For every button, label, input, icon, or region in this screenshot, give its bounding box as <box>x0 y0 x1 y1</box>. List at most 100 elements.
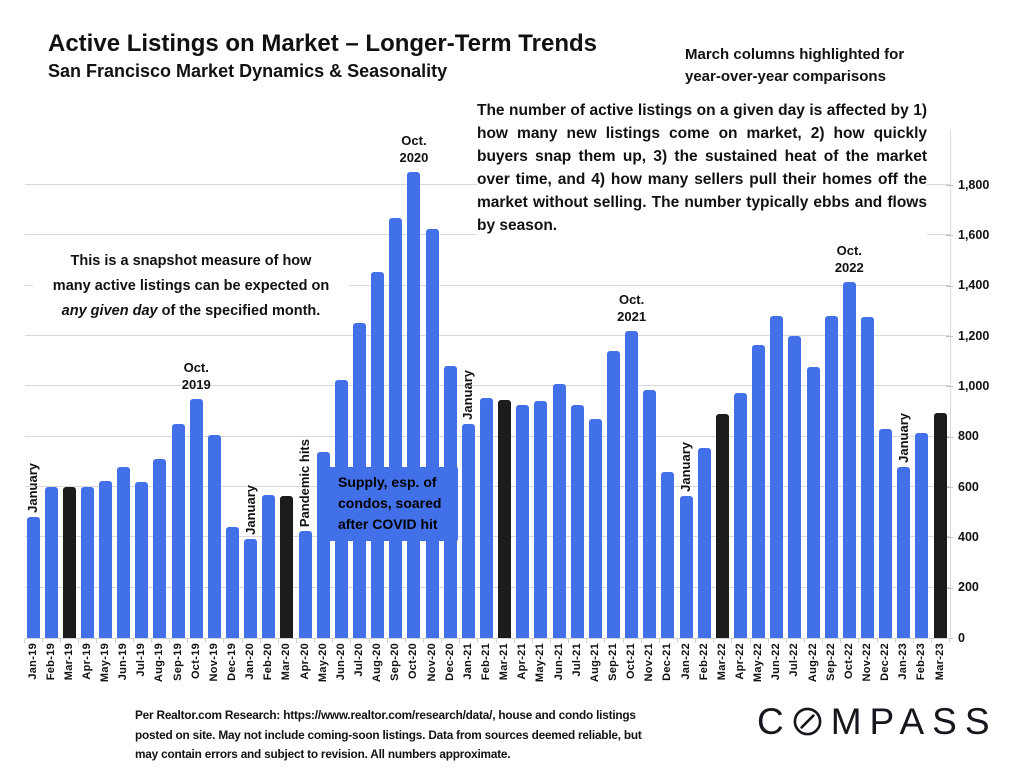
x-label-Sep-21: Sep-21 <box>606 643 619 681</box>
covid-supply-callout-line3: after COVID hit <box>338 516 438 532</box>
x-tickmark <box>586 639 588 643</box>
bar-Jun-21 <box>552 383 566 638</box>
bar-Nov-21 <box>643 390 657 638</box>
x-label-Dec-19: Dec-19 <box>226 643 239 681</box>
annotation-peak-month: Oct. <box>401 133 427 149</box>
x-tickmark <box>96 639 98 643</box>
x-tickmark <box>332 639 334 643</box>
bar-Feb-22 <box>697 448 711 638</box>
bar-Apr-21 <box>516 405 530 638</box>
bar-Oct-20 <box>407 172 421 638</box>
bar-Jun-22 <box>770 315 784 638</box>
x-label-Feb-19: Feb-19 <box>44 643 57 681</box>
x-label-Aug-20: Aug-20 <box>371 643 384 683</box>
x-label-Apr-21: Apr-21 <box>516 643 529 680</box>
bar-Aug-21 <box>588 419 602 638</box>
bar-Jun-19 <box>117 466 131 638</box>
x-tickmark <box>695 639 697 643</box>
x-tickmark <box>386 639 388 643</box>
x-label-Sep-22: Sep-22 <box>824 643 837 681</box>
compass-logo-mpass: MPASS <box>830 701 998 742</box>
x-tickmark <box>477 639 479 643</box>
bar-May-19 <box>99 480 113 638</box>
x-tickmark <box>858 639 860 643</box>
gridline-1,400 <box>25 284 950 286</box>
x-tickmark <box>114 639 116 643</box>
bar-Oct-22 <box>842 281 856 638</box>
x-tickmark <box>604 639 606 643</box>
x-label-Jul-21: Jul-21 <box>570 643 583 677</box>
x-tickmark <box>368 639 370 643</box>
x-label-Aug-21: Aug-21 <box>588 643 601 683</box>
y-label-1,000: 1,000 <box>958 378 990 393</box>
bar-Jul-22 <box>788 336 802 638</box>
bar-Nov-19 <box>207 435 221 638</box>
x-tickmark <box>731 639 733 643</box>
bar-Nov-22 <box>860 317 874 638</box>
march-highlight-note: March columns highlighted for year-over-… <box>685 44 904 88</box>
y-label-1,800: 1,800 <box>958 177 990 192</box>
x-tickmark <box>513 639 515 643</box>
x-tickmark <box>676 639 678 643</box>
y-tick-1,200 <box>946 336 953 337</box>
x-label-Oct-19: Oct-19 <box>189 643 202 680</box>
bar-Feb-23 <box>915 432 929 638</box>
bar-Mar-21 <box>498 400 512 638</box>
x-tickmark <box>876 639 878 643</box>
x-label-Apr-22: Apr-22 <box>733 643 746 680</box>
x-label-Mar-19: Mar-19 <box>62 643 75 681</box>
bar-Feb-21 <box>480 397 493 638</box>
x-tickmark <box>404 639 406 643</box>
y-label-800: 800 <box>958 429 979 444</box>
bar-Dec-21 <box>661 471 675 638</box>
x-tickmark <box>23 639 25 643</box>
y-tick-200 <box>946 587 953 589</box>
bar-May-21 <box>534 401 548 638</box>
plot-area <box>25 130 951 639</box>
description-paragraph: The number of active listings on a given… <box>477 99 927 237</box>
x-tickmark <box>78 639 80 643</box>
snapshot-note-line1: This is a snapshot measure of how <box>70 253 312 269</box>
y-tick-1,400 <box>946 285 953 287</box>
x-label-Jan-21: Jan-21 <box>461 643 474 680</box>
x-tickmark <box>713 639 715 643</box>
bar-Mar-23 <box>933 412 947 638</box>
x-label-May-21: May-21 <box>534 643 547 683</box>
gridline-1,200 <box>25 335 950 336</box>
bar-Sep-22 <box>824 315 838 638</box>
x-tickmark <box>277 639 279 643</box>
compass-o-icon <box>793 707 822 736</box>
bar-Apr-20 <box>298 531 312 638</box>
bar-Jul-19 <box>135 481 149 638</box>
x-tickmark <box>803 639 805 643</box>
x-label-Feb-22: Feb-22 <box>697 643 710 681</box>
x-tickmark <box>223 639 225 643</box>
annotation-peak-Oct-20: Oct. 2020 <box>382 132 446 166</box>
x-tickmark <box>314 639 316 643</box>
bar-Jan-19 <box>26 517 40 638</box>
x-tickmark <box>423 639 424 643</box>
snapshot-note-rest: of the specified month. <box>157 303 321 319</box>
y-label-200: 200 <box>958 580 979 595</box>
x-tickmark <box>296 639 298 643</box>
bar-Feb-19 <box>44 487 58 638</box>
y-tick-600 <box>946 487 953 488</box>
y-label-1,400: 1,400 <box>958 278 990 293</box>
bar-Aug-22 <box>806 367 820 638</box>
bar-Aug-19 <box>153 459 167 638</box>
x-label-Nov-21: Nov-21 <box>643 643 656 682</box>
snapshot-note: This is a snapshot measure of how many a… <box>33 249 349 324</box>
bar-May-20 <box>316 451 330 638</box>
x-label-Feb-21: Feb-21 <box>480 643 492 681</box>
x-label-Sep-19: Sep-19 <box>171 643 184 681</box>
source-note: Per Realtor.com Research: https://www.re… <box>135 706 642 765</box>
x-label-Sep-20: Sep-20 <box>389 643 402 681</box>
x-label-Apr-19: Apr-19 <box>80 643 93 680</box>
y-label-1,600: 1,600 <box>958 227 990 242</box>
x-tickmark <box>350 639 352 643</box>
x-label-Jan-19: Jan-19 <box>26 643 39 680</box>
x-label-Mar-22: Mar-22 <box>715 643 728 681</box>
x-tickmark <box>568 639 570 643</box>
bar-Sep-21 <box>606 351 620 638</box>
